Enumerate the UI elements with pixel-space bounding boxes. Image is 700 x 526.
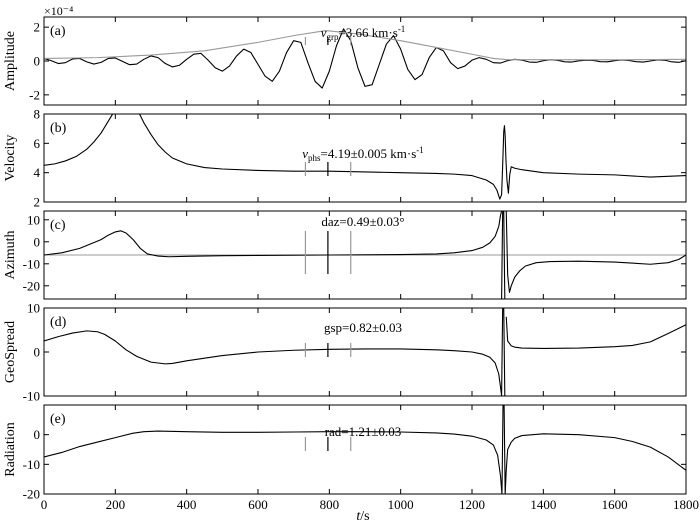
- panel-label: (a): [50, 24, 66, 39]
- y-axis-label: GeoSpread: [3, 321, 18, 383]
- panel-label: (c): [50, 218, 66, 233]
- series-waveform-0: [44, 28, 686, 89]
- series-curve-0: [44, 405, 686, 494]
- y-axis-label: Amplitude: [3, 31, 18, 91]
- series-curve-1: [505, 316, 686, 350]
- x-axis-label: t/s: [356, 509, 369, 524]
- panel-label: (e): [50, 412, 66, 427]
- panel-d: -10 0 10 (d) GeoSpread gsp=0.82±0.03: [3, 301, 687, 404]
- x-tick-label: 400: [177, 497, 197, 512]
- x-tick-label: 200: [106, 497, 126, 512]
- y-tick-label: 0: [34, 427, 41, 442]
- x-axis-label-var: t: [356, 509, 361, 524]
- panel-label: (d): [50, 315, 67, 330]
- y-tick-label: 0: [34, 54, 41, 69]
- y-tick-label: -20: [23, 487, 40, 502]
- panel-b: 2 4 6 8 (b) Velocity vphs=4.19±0.005 km·s-1: [3, 107, 687, 210]
- panel-plot-area: [44, 405, 686, 494]
- y-tick-label: 10: [27, 212, 40, 227]
- annotation-sub: grp: [326, 32, 338, 42]
- panel-frame: [43, 404, 687, 495]
- annotation: vphs=4.19±0.005 km·s-1: [302, 145, 424, 163]
- series-envelope-1: [44, 29, 686, 61]
- y-tick-label: -10: [23, 256, 40, 271]
- y-tick-label: -10: [23, 457, 40, 472]
- series-curve-0: [44, 211, 503, 258]
- x-tick-label: 1200: [459, 497, 485, 512]
- y-axis-label: Velocity: [3, 135, 18, 182]
- series-curve-2: [505, 211, 686, 293]
- panels-group: -202 (a)Amplitude vgrp=3.66 km·s-12468(b)V…: [3, 16, 699, 512]
- exponent-label: ×10⁻⁴: [44, 4, 73, 18]
- annotation-sub: phs: [308, 153, 321, 163]
- annotation: daz=0.49±0.03°: [321, 214, 404, 229]
- panel-c: -20 -10 0 10 (c) Azimuth daz=0.49±0.03°: [3, 210, 687, 300]
- annotation-sup: -1: [416, 145, 424, 155]
- y-tick-label: 2: [34, 195, 41, 210]
- annotation: vgrp=3.66 km·s-1: [321, 24, 406, 42]
- x-tick-label: 800: [320, 497, 340, 512]
- annotation-sup: -1: [398, 24, 406, 34]
- panel-plot-area: [44, 28, 686, 89]
- y-tick-label: 4: [34, 165, 41, 180]
- x-tick-label: 1800: [673, 497, 699, 512]
- y-tick-label: 0: [34, 234, 41, 249]
- y-tick-label: 2: [34, 20, 41, 35]
- annotation-var: v: [302, 146, 308, 161]
- panel-plot-area: [44, 308, 686, 396]
- x-tick-label: 600: [248, 497, 268, 512]
- panel-frame: [43, 113, 687, 203]
- annotation: gsp=0.82±0.03: [324, 320, 402, 335]
- annotation-text: =3.66 km·s: [338, 25, 397, 40]
- y-tick-label: 0: [34, 345, 41, 360]
- annotation: rad=1.21±0.03: [325, 424, 402, 439]
- panel-plot-area: [44, 211, 686, 299]
- y-tick-label: -10: [23, 389, 40, 404]
- y-tick-label: -2: [29, 87, 40, 102]
- y-tick-label: 10: [27, 301, 40, 316]
- y-tick-label: -20: [23, 278, 40, 293]
- y-tick-label: 6: [34, 136, 41, 151]
- y-axis-label: Azimuth: [3, 231, 18, 280]
- series-curve-0: [44, 308, 506, 396]
- panel-frame: [43, 210, 687, 300]
- y-tick-label: 8: [34, 107, 41, 122]
- annotation-var: v: [321, 25, 327, 40]
- y-axis-label: Radiation: [3, 422, 18, 476]
- panel-a: -2 0 2 (a) Amplitude vgrp=3.66 km·s-1: [3, 16, 687, 106]
- series-curve-1: [501, 211, 506, 299]
- x-tick-label: 1600: [602, 497, 628, 512]
- x-axis-label-unit: /s: [360, 509, 369, 524]
- x-tick-label: 1000: [388, 497, 414, 512]
- annotation-text: =4.19±0.005 km·s: [321, 146, 417, 161]
- panel-label: (b): [50, 121, 67, 136]
- x-tick-label: 0: [41, 497, 48, 512]
- panel-e: -20 -10 0 0 200 400 600 800 1000 1200 1400 1600 1800…: [3, 404, 699, 512]
- x-tick-label: 1400: [530, 497, 556, 512]
